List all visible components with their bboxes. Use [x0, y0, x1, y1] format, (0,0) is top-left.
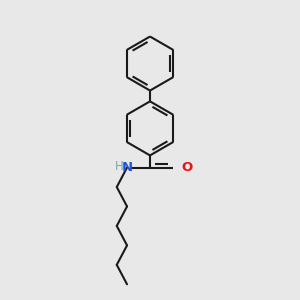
Text: O: O [182, 161, 193, 174]
Text: H: H [115, 160, 124, 173]
Text: N: N [122, 161, 133, 174]
